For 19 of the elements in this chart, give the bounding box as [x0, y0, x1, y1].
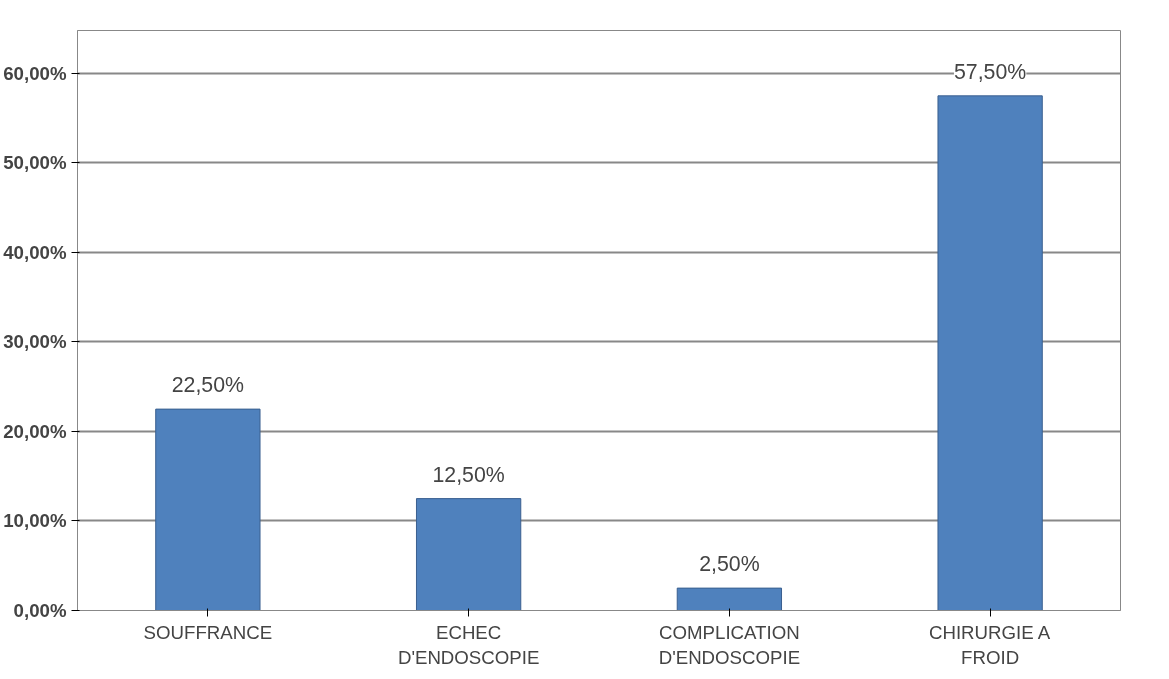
bar — [937, 95, 1043, 611]
data-label: 22,50% — [171, 373, 245, 398]
data-label: 57,50% — [953, 59, 1027, 84]
y-tick-label: 50,00% — [3, 152, 67, 174]
y-tick-label: 0,00% — [13, 600, 67, 621]
bar — [415, 498, 522, 611]
y-tick-label: 60,00% — [3, 62, 67, 84]
x-tick-label: COMPLICATION D'ENDOSCOPIE — [658, 621, 801, 668]
x-tick-label: CHIRURGIE A FROID — [928, 621, 1051, 668]
x-tick-label: ECHEC D'ENDOSCOPIE — [397, 621, 540, 668]
x-tick-label: SOUFFRANCE — [143, 621, 273, 643]
bar — [155, 408, 261, 611]
data-label: 2,50% — [699, 552, 760, 577]
y-tick-label: 10,00% — [3, 510, 67, 532]
bar — [676, 587, 783, 611]
y-tick-label: 40,00% — [3, 241, 67, 263]
y-tick-label: 30,00% — [3, 331, 67, 353]
data-label: 12,50% — [432, 462, 505, 487]
y-tick-label: 20,00% — [3, 420, 67, 442]
